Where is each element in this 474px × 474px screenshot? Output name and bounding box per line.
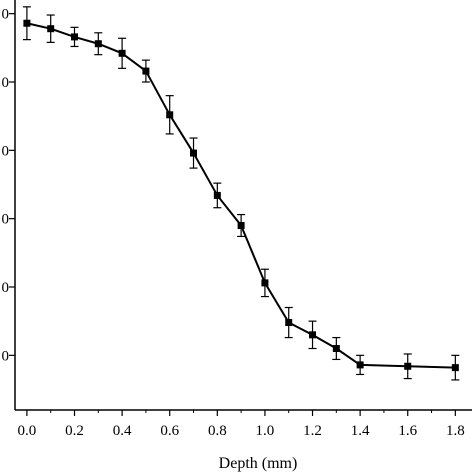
data-point: [285, 319, 293, 327]
data-point: [356, 361, 364, 369]
x-tick-label: 1.2: [303, 423, 322, 439]
y-tick-label: 0: [2, 348, 10, 364]
series-lines: [26, 22, 456, 369]
series-line-segment: [288, 321, 313, 336]
series-line-segment: [50, 27, 75, 38]
data-point: [142, 67, 150, 75]
data-point: [190, 149, 198, 157]
series-line-segment: [264, 282, 290, 324]
y-axis-ticks: 0 0 0 0 0 0: [2, 7, 15, 364]
y-tick-label: 0: [2, 212, 10, 228]
x-tick-label: 1.0: [256, 423, 275, 439]
data-point: [237, 222, 245, 229]
series-line-segment: [240, 225, 266, 284]
data-point: [404, 362, 412, 370]
series-line-segment: [407, 365, 456, 369]
x-tick-label: 0.0: [18, 423, 37, 439]
x-tick-label: 0.2: [65, 423, 84, 439]
x-tick-label: 1.4: [351, 423, 370, 439]
series-line-segment: [335, 347, 361, 366]
x-tick-label: 1.8: [446, 423, 465, 439]
x-axis-title: Depth (mm): [219, 455, 298, 472]
series-line-segment: [168, 114, 195, 154]
series-line-segment: [121, 52, 147, 72]
data-point: [451, 364, 459, 372]
x-tick-label: 0.8: [208, 423, 227, 439]
series-line-segment: [26, 22, 51, 30]
data-point: [309, 331, 317, 339]
data-point: [166, 111, 174, 119]
series-line-segment: [192, 152, 219, 196]
data-point: [261, 279, 269, 287]
axes: [14, 0, 472, 411]
series-line-segment: [360, 363, 408, 368]
data-point: [47, 25, 55, 33]
data-point: [213, 191, 221, 199]
data-points: [23, 19, 459, 372]
x-axis-ticks: 0.0 0.2 0.4 0.6 0.8 1.0 1.2 1.4 1.6 1.8: [18, 410, 465, 439]
error-bars: [22, 6, 460, 381]
data-point: [332, 345, 340, 352]
y-tick-label: 0: [2, 143, 10, 159]
x-tick-label: 1.6: [398, 423, 417, 439]
x-tick-label: 0.6: [160, 423, 179, 439]
series-line-segment: [74, 35, 99, 45]
series-line-segment: [97, 42, 123, 55]
data-point: [94, 40, 102, 48]
series-line-segment: [216, 194, 242, 227]
data-point: [71, 33, 79, 41]
y-tick-label: 0: [2, 280, 10, 296]
series-line-segment: [312, 333, 337, 350]
data-point: [23, 19, 31, 27]
series-line-segment: [145, 70, 171, 116]
x-tick-label: 0.4: [113, 423, 132, 439]
y-tick-label: 0: [2, 7, 10, 23]
y-tick-label: 0: [2, 75, 10, 91]
data-point: [118, 49, 126, 57]
